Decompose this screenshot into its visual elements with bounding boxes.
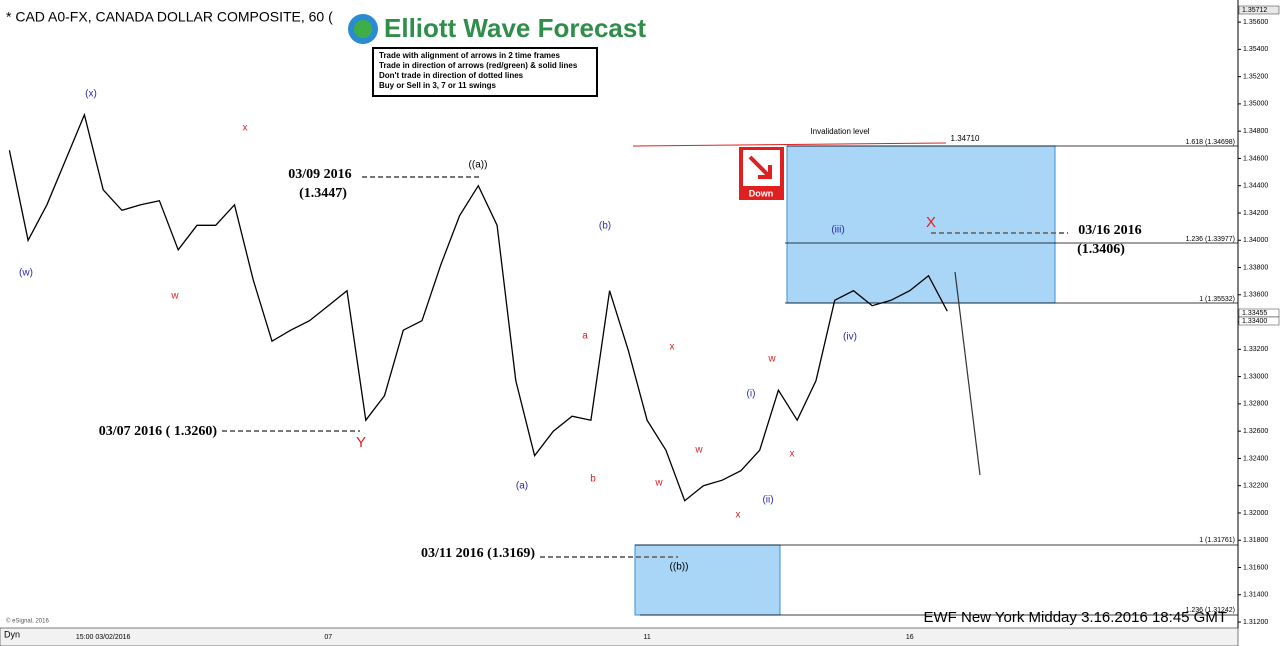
wave-label: Y — [356, 434, 366, 451]
rules-box — [372, 47, 598, 97]
wave-label: (a) — [516, 481, 528, 492]
callout: (1.3406) — [1077, 242, 1125, 257]
callout: 03/16 2016 — [1078, 223, 1141, 238]
rule-line: Don't trade in direction of dotted lines — [379, 71, 524, 80]
callout: 03/09 2016 — [288, 167, 351, 182]
rule-line: Trade with alignment of arrows in 2 time… — [379, 51, 560, 60]
y-tick-label: 1.33800 — [1243, 264, 1268, 271]
y-tick-label: 1.34200 — [1243, 210, 1268, 217]
down-arrow — [748, 155, 772, 179]
y-tick-label: 1.35200 — [1243, 73, 1268, 80]
wave-label: (b) — [599, 221, 611, 232]
y-tick-label: 1.33600 — [1243, 292, 1268, 299]
rule-line: Buy or Sell in 3, 7 or 11 swings — [379, 81, 496, 90]
callout: 03/11 2016 (1.3169) — [421, 546, 535, 561]
logo: Elliott Wave Forecast — [384, 13, 646, 43]
wave-label: b — [590, 474, 596, 485]
wave-label: w — [654, 478, 663, 489]
wave-label: (w) — [19, 268, 33, 279]
logo-icon — [354, 20, 372, 38]
dyn: Dyn — [4, 629, 20, 639]
y-tick-label: 1.35000 — [1243, 101, 1268, 108]
y-tick-label: 1.33200 — [1243, 346, 1268, 353]
level-label: 1.618 (1.34698) — [1186, 139, 1235, 146]
wave-label: ((a)) — [469, 160, 488, 171]
y-tick-label: 1.34000 — [1243, 237, 1268, 244]
wave-label: x — [670, 342, 675, 353]
signal-label: Down — [749, 188, 774, 198]
wave-label: (ii) — [762, 495, 773, 506]
y-tick-label: 1.33000 — [1243, 373, 1268, 380]
wave-label: w — [170, 291, 179, 302]
rule-line: Trade in direction of arrows (red/green)… — [379, 61, 578, 70]
rules: Trade with alignment of arrows in 2 time… — [379, 51, 578, 90]
level-label: 1.236 (1.31242) — [1186, 607, 1235, 614]
level-label: 1.236 (1.33977) — [1186, 236, 1235, 243]
y-tick-label: 1.31400 — [1243, 592, 1268, 599]
footer: EWF New York Midday 3.16.2016 18:45 GMT — [924, 609, 1227, 626]
price-tag: 1.33455 — [1242, 310, 1267, 317]
y-tick-label: 1.32000 — [1243, 510, 1268, 517]
x-tick-label: 07 — [324, 634, 332, 641]
wave-label: (iv) — [843, 332, 857, 343]
wave-label: X — [926, 214, 936, 231]
callout: 03/07 2016 ( 1.3260) — [99, 424, 218, 439]
y-tick-label: 1.32800 — [1243, 401, 1268, 408]
x-tick-label: 15:00 03/02/2016 — [76, 634, 131, 641]
callout: (1.3447) — [299, 186, 347, 201]
wave-label: x — [790, 449, 795, 460]
price-tag-bg — [1238, 5, 1280, 15]
y-tick-label: 1.32400 — [1243, 455, 1268, 462]
target-box — [786, 145, 1056, 304]
level-label: 1 (1.35532) — [1199, 296, 1235, 303]
wave-label: w — [767, 354, 776, 365]
price-tag: 1.33400 — [1242, 318, 1267, 325]
y-tick-label: 1.32600 — [1243, 428, 1268, 435]
wave-label: w — [694, 445, 703, 456]
wave-label: (i) — [747, 389, 756, 400]
target-box — [634, 544, 781, 616]
copyright: © eSignal, 2016 — [6, 618, 49, 625]
wave-label: (iii) — [831, 225, 844, 236]
y-tick-label: 1.32200 — [1243, 483, 1268, 490]
invalidation-label: Invalidation level — [810, 127, 869, 136]
y-tick-label: 1.35400 — [1243, 46, 1268, 53]
price-tag: 1.35712 — [1242, 7, 1267, 14]
y-tick-label: 1.31200 — [1243, 619, 1268, 626]
callout-lines — [222, 176, 1068, 558]
plot — [8, 112, 948, 502]
price-tag-bg — [1238, 316, 1280, 326]
y-tick-label: 1.31600 — [1243, 564, 1268, 571]
level-label: 1 (1.31761) — [1199, 537, 1235, 544]
y-tick-label: 1.34600 — [1243, 155, 1268, 162]
y-tick-label: 1.31800 — [1243, 537, 1268, 544]
wave-label: x — [736, 510, 741, 521]
wave-label: ((b)) — [670, 562, 689, 573]
x-tick-label: 11 — [643, 634, 650, 641]
y-tick-label: 1.35600 — [1243, 19, 1268, 26]
chart-title: * CAD A0-FX, CANADA DOLLAR COMPOSITE, 60… — [6, 9, 333, 25]
wave-label: x — [243, 123, 248, 134]
invalidation-line — [632, 142, 947, 147]
x-tick-label: 16 — [906, 634, 914, 641]
invalidation-price: 1.34710 — [951, 134, 980, 143]
wave-label: a — [582, 331, 588, 342]
y-tick-label: 1.34400 — [1243, 183, 1268, 190]
price-line — [8, 112, 948, 502]
wave-label: (x) — [85, 89, 97, 100]
x-axis-bg — [0, 627, 1239, 646]
y-tick-label: 1.34800 — [1243, 128, 1268, 135]
projection-line — [954, 271, 981, 476]
